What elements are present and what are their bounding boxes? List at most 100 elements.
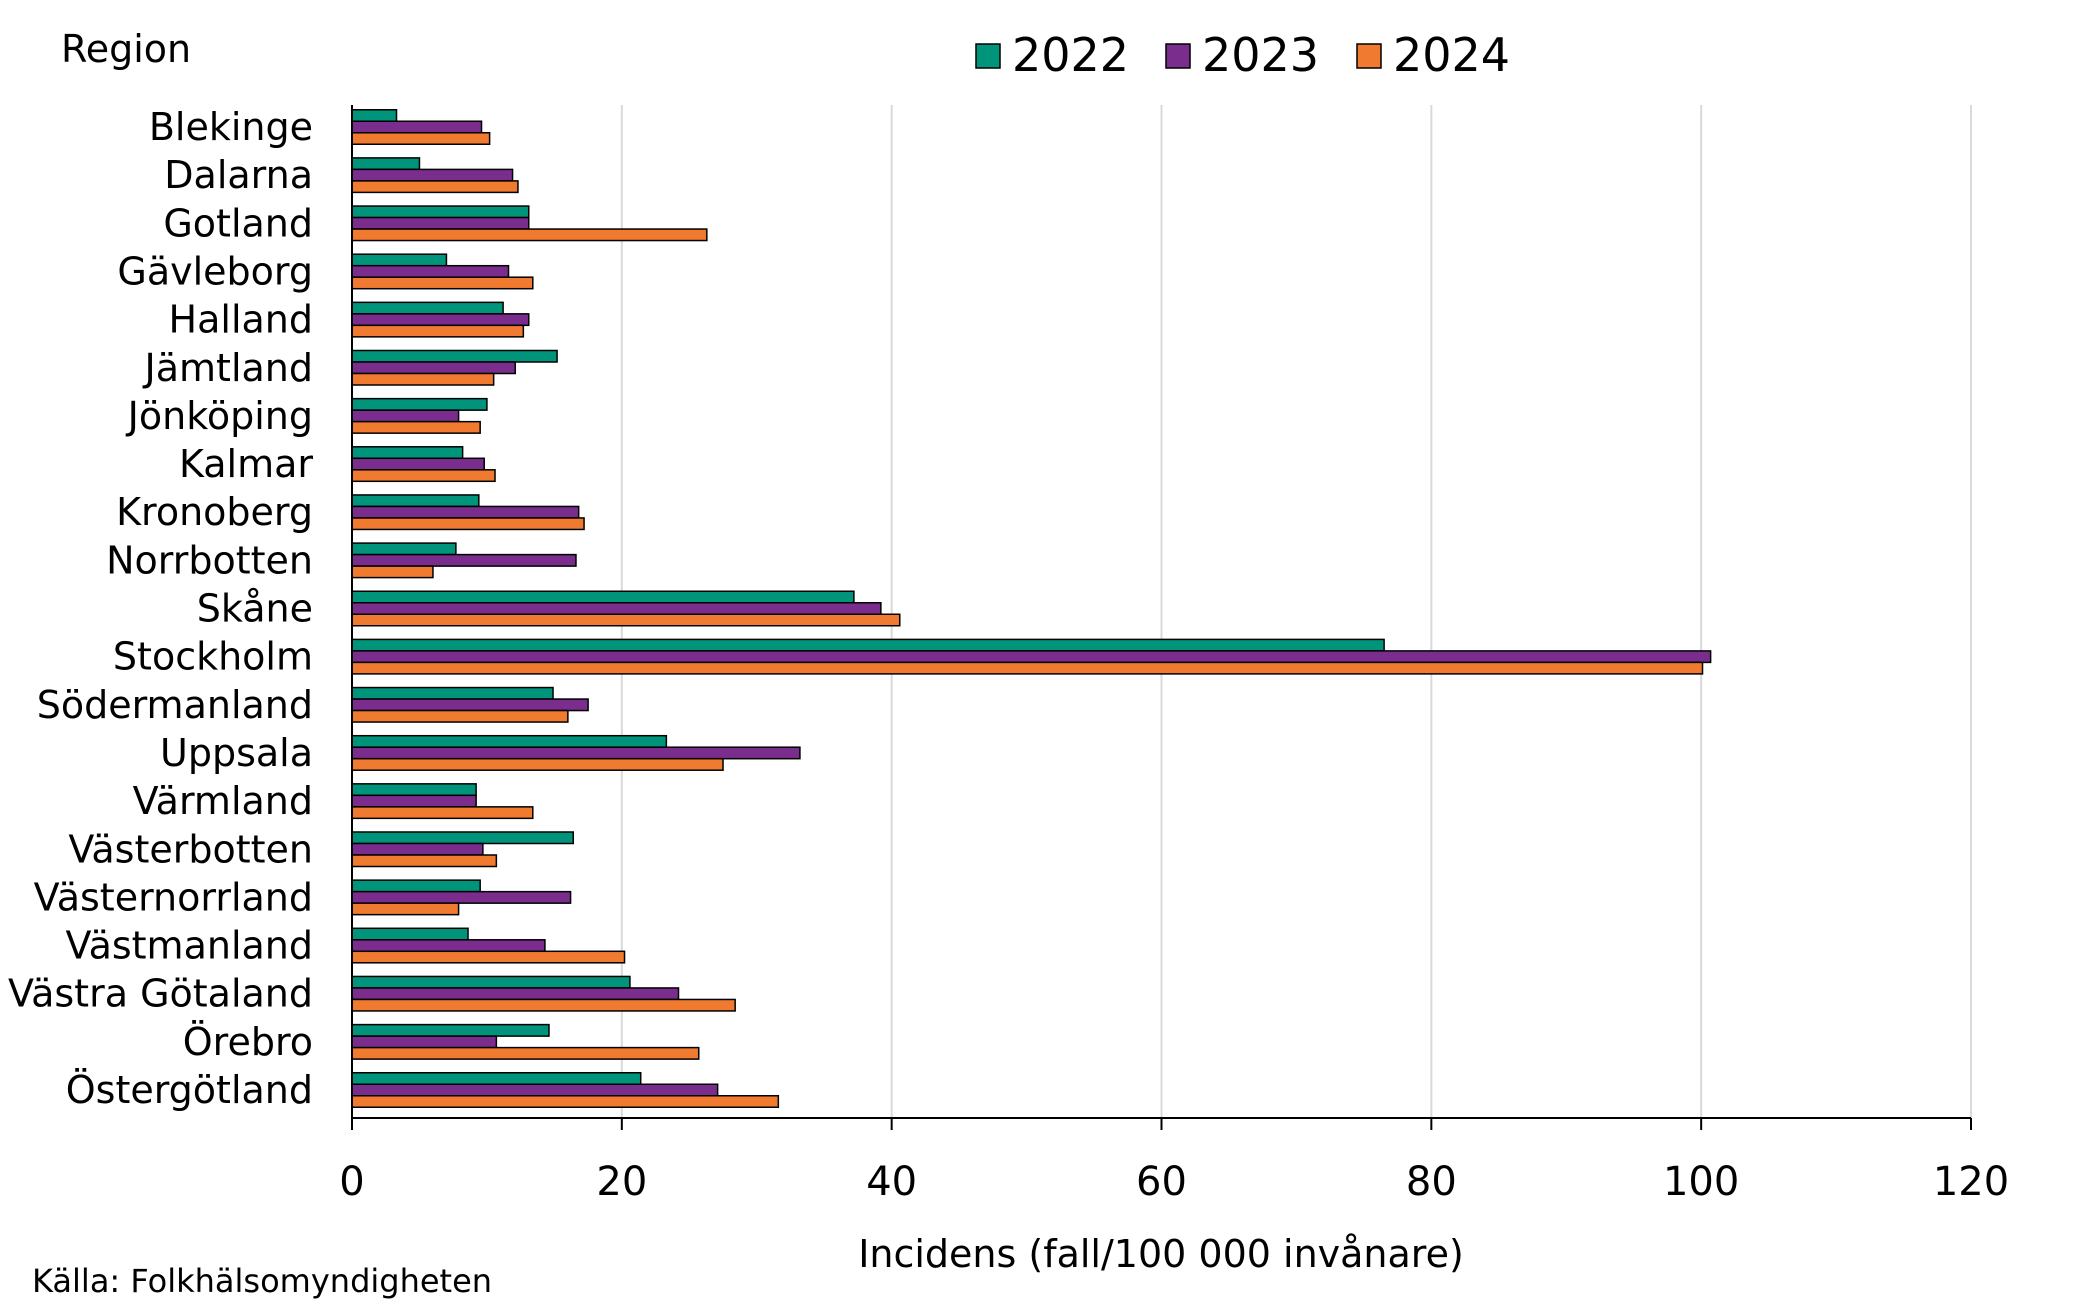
bar-2022-4 — [351, 301, 504, 315]
bar-2024-8 — [351, 517, 585, 531]
bar-2024-2 — [351, 228, 708, 242]
category-label: Halland — [169, 298, 313, 342]
category-label: Västra Götaland — [8, 972, 313, 1016]
bar-2024-13 — [351, 757, 724, 771]
bar-2022-3 — [351, 253, 448, 267]
bar-2023-15 — [351, 842, 484, 856]
x-tick-label-40: 40 — [866, 1159, 917, 1205]
legend-swatch-2023 — [1165, 43, 1191, 69]
bar-2024-12 — [351, 709, 569, 723]
bar-2024-6 — [351, 420, 481, 434]
bar-2024-0 — [351, 132, 491, 145]
x-tick-label-20: 20 — [596, 1159, 647, 1205]
gridlines — [620, 105, 1972, 1118]
bar-2023-2 — [351, 216, 530, 230]
bar-2022-14 — [351, 783, 477, 797]
bar-2023-10 — [351, 602, 882, 615]
bar-2023-11 — [351, 650, 1712, 664]
x-tick-label-80: 80 — [1406, 1159, 1457, 1205]
x-axis-title: Incidens (fall/100 000 invånare) — [858, 1232, 1464, 1276]
x-tick-label-0: 0 — [339, 1159, 364, 1205]
legend-label-2024: 2024 — [1393, 28, 1510, 82]
category-label: Norrbotten — [106, 538, 313, 582]
bar-2022-2 — [351, 205, 530, 219]
bar-2022-1 — [351, 157, 421, 171]
bar-2022-18 — [351, 975, 631, 989]
category-label: Västernorrland — [34, 875, 313, 919]
y-axis-title: Region — [61, 27, 191, 71]
bar-2023-6 — [351, 409, 460, 423]
bar-2022-19 — [351, 1023, 550, 1037]
category-label: Östergötland — [66, 1068, 313, 1112]
bar-2022-5 — [351, 349, 558, 363]
bar-2022-15 — [351, 831, 575, 845]
bar-2022-7 — [351, 446, 464, 460]
category-label: Södermanland — [37, 683, 313, 727]
bar-2022-13 — [351, 734, 668, 748]
bar-2024-10 — [351, 613, 901, 627]
bar-2024-20 — [351, 1095, 780, 1108]
bars — [351, 109, 1712, 1108]
bar-2023-9 — [351, 553, 577, 567]
bar-2024-18 — [351, 998, 736, 1012]
bar-2023-1 — [351, 168, 514, 182]
category-label: Dalarna — [164, 153, 313, 197]
category-label: Skåne — [197, 587, 313, 631]
x-tick-label-100: 100 — [1663, 1159, 1739, 1205]
bar-2024-11 — [351, 661, 1704, 675]
category-label: Uppsala — [160, 731, 313, 775]
bar-2023-0 — [351, 120, 483, 134]
category-label: Kalmar — [179, 442, 313, 486]
bar-2023-19 — [351, 1035, 498, 1049]
category-label: Örebro — [183, 1020, 313, 1064]
bar-2023-14 — [351, 794, 477, 808]
category-label: Jämtland — [143, 346, 313, 390]
bar-2023-16 — [351, 890, 572, 904]
bar-2022-8 — [351, 494, 480, 508]
bar-2023-20 — [351, 1083, 719, 1097]
category-label: Jönköping — [126, 394, 313, 438]
x-tick-label-120: 120 — [1933, 1159, 2009, 1205]
bar-2022-6 — [351, 397, 488, 411]
bar-2022-0 — [351, 109, 398, 122]
bar-2023-17 — [351, 939, 546, 953]
bar-2023-7 — [351, 457, 485, 471]
bar-2022-9 — [351, 542, 457, 556]
bar-2024-17 — [351, 950, 626, 964]
bar-2023-4 — [351, 313, 530, 327]
bar-2024-4 — [351, 324, 525, 338]
category-label: Stockholm — [113, 635, 313, 679]
category-label: Blekinge — [149, 105, 313, 149]
bar-2023-13 — [351, 746, 801, 760]
bar-2022-10 — [351, 590, 855, 604]
bar-2024-14 — [351, 806, 534, 820]
bar-2022-20 — [351, 1072, 642, 1085]
legend-swatch-2024 — [1356, 43, 1382, 69]
bar-2024-7 — [351, 469, 496, 483]
bar-2023-3 — [351, 264, 510, 278]
category-label: Västerbotten — [68, 827, 313, 871]
bar-2023-5 — [351, 361, 516, 375]
bar-2024-3 — [351, 276, 534, 290]
legend: 2022 2023 2024 — [975, 28, 1510, 82]
bar-2022-17 — [351, 927, 469, 941]
bar-2023-12 — [351, 698, 589, 712]
legend-label-2022: 2022 — [1012, 28, 1129, 82]
bar-2022-11 — [351, 638, 1385, 652]
bar-2024-15 — [351, 854, 498, 868]
bar-2024-5 — [351, 372, 495, 386]
bar-2024-16 — [351, 902, 460, 916]
bar-2024-9 — [351, 565, 434, 579]
category-label: Gävleborg — [117, 249, 313, 293]
bar-2022-12 — [351, 686, 554, 700]
category-label: Gotland — [163, 201, 313, 245]
bar-2024-1 — [351, 180, 519, 194]
category-label: Västmanland — [66, 924, 313, 968]
bar-2024-19 — [351, 1046, 700, 1060]
legend-swatch-2022 — [975, 43, 1001, 69]
bar-2023-18 — [351, 987, 680, 1001]
x-tick-label-60: 60 — [1136, 1159, 1187, 1205]
bar-2023-8 — [351, 505, 580, 519]
